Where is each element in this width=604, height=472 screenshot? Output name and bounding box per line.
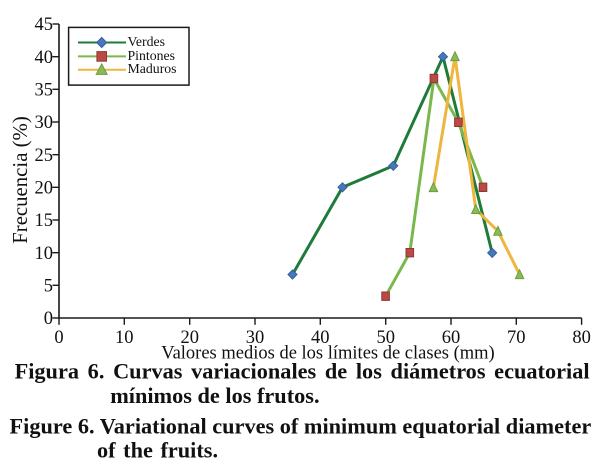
svg-text:35: 35 <box>35 81 54 101</box>
svg-text:0: 0 <box>54 328 63 348</box>
svg-text:Valores medios de los límites: Valores medios de los límites de clases … <box>161 344 494 364</box>
svg-text:25: 25 <box>35 146 54 166</box>
svg-text:20: 20 <box>180 328 199 348</box>
svg-text:50: 50 <box>376 328 395 348</box>
svg-text:of the fruits.: of the fruits. <box>97 438 218 463</box>
svg-text:Maduros: Maduros <box>128 61 177 76</box>
svg-text:70: 70 <box>507 328 526 348</box>
svg-text:80: 80 <box>572 328 591 348</box>
svg-text:30: 30 <box>35 113 54 133</box>
svg-text:5: 5 <box>44 277 53 297</box>
svg-text:0: 0 <box>44 309 53 329</box>
svg-text:10: 10 <box>35 244 54 264</box>
svg-text:15: 15 <box>35 211 54 231</box>
svg-text:Figure 6. Variational curves o: Figure 6. Variational curves of minimum … <box>10 414 592 439</box>
svg-text:Figura 6. Curvas variacionales: Figura 6. Curvas variacionales de los di… <box>15 359 590 384</box>
svg-text:Frecuencia (%): Frecuencia (%) <box>9 116 32 244</box>
svg-text:Pintones: Pintones <box>128 48 176 63</box>
svg-text:30: 30 <box>246 328 265 348</box>
svg-text:60: 60 <box>442 328 461 348</box>
svg-text:40: 40 <box>311 328 330 348</box>
svg-text:20: 20 <box>35 179 54 199</box>
svg-text:10: 10 <box>115 328 134 348</box>
svg-text:45: 45 <box>35 15 54 35</box>
svg-text:Verdes: Verdes <box>128 34 166 49</box>
svg-text:40: 40 <box>35 48 54 68</box>
svg-text:mínimos de los frutos.: mínimos de los frutos. <box>110 383 319 408</box>
